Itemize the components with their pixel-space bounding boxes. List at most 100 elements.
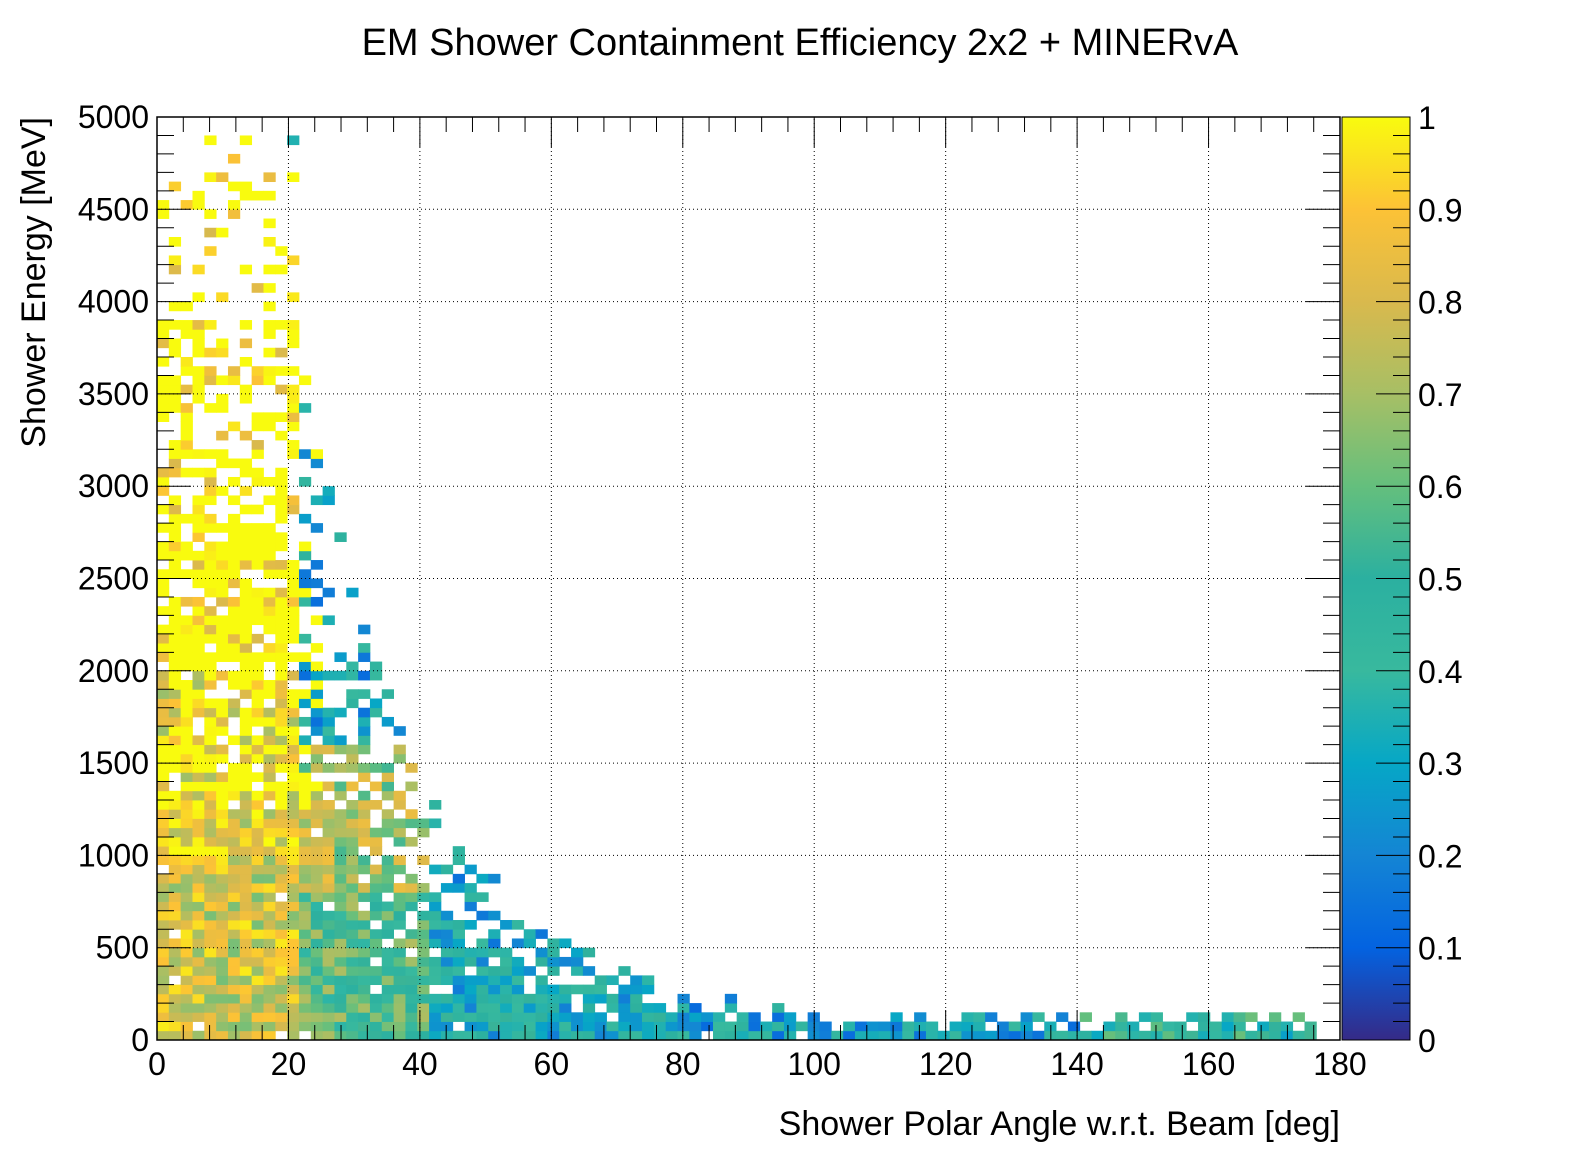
heatmap-cell [310,818,324,829]
heatmap-cell [440,1030,454,1041]
heatmap-cell [298,569,312,579]
heatmap-cell [204,790,217,801]
heatmap-cell [216,458,229,469]
heatmap-cell [369,707,383,718]
heatmap-cell [192,467,205,478]
heatmap-cell [334,883,347,893]
heatmap-cell [157,680,170,690]
heatmap-cell [381,809,394,819]
heatmap-cell [227,883,241,893]
heatmap-cell [180,200,193,210]
heatmap-cell [1150,1021,1163,1032]
heatmap-cell [180,689,193,699]
heatmap-cell [227,366,241,376]
heatmap-cell [334,763,347,773]
heatmap-cell [298,550,312,561]
heatmap-cell [310,643,324,653]
heatmap-cell [701,1021,714,1032]
heatmap-cell [393,726,406,736]
heatmap-cell [204,615,217,626]
heatmap-cell [985,1012,998,1022]
heatmap-cell [204,938,217,949]
heatmap-cell [180,753,193,764]
heatmap-cells [157,135,1317,1041]
heatmap-cell [393,744,406,755]
x-tick-label: 80 [665,1046,701,1082]
heatmap-cell [464,1012,477,1022]
heatmap-cell [168,993,182,1004]
heatmap-cell [310,1030,324,1041]
heatmap-cell [535,993,548,1004]
heatmap-cell [322,818,335,829]
heatmap-cell [346,827,359,838]
heatmap-cell [216,698,229,709]
heatmap-cell [239,873,253,884]
heatmap-cell [653,1030,667,1041]
heatmap-cell [157,578,170,589]
heatmap-cell [239,356,253,367]
colorbar-tick-label: 0.3 [1418,746,1462,782]
heatmap-cell [263,836,276,847]
heatmap-cell [251,1030,264,1041]
heatmap-cell [358,827,371,838]
heatmap-cell [168,495,182,506]
heatmap-cell [381,864,394,875]
heatmap-cell [476,984,489,995]
y-tick-label: 2500 [78,561,149,597]
heatmap-cell [180,864,193,875]
heatmap-cell [381,855,394,866]
heatmap-cell [452,1030,465,1041]
heatmap-cell [263,846,276,856]
heatmap-cell [287,633,300,644]
heatmap-cell [180,440,193,450]
heatmap-cell [192,366,205,376]
heatmap-cell [204,809,217,819]
heatmap-cell [251,827,264,838]
heatmap-cell [606,1030,619,1041]
heatmap-cell [168,966,182,976]
heatmap-cell [298,790,312,801]
heatmap-cell [535,947,548,958]
heatmap-cell [239,772,253,782]
heatmap-cell [298,855,312,866]
heatmap-cell [334,892,347,902]
heatmap-cell [1162,1021,1175,1032]
heatmap-cell [902,1021,915,1032]
heatmap-cell [310,670,324,681]
heatmap-cell [275,596,288,607]
heatmap-cell [476,873,489,884]
heatmap-cell [310,458,324,469]
heatmap-cell [204,726,217,736]
heatmap-cell [168,264,182,275]
heatmap-cell [157,753,170,764]
heatmap-cell [405,929,418,939]
heatmap-cell [310,615,324,626]
heatmap-cell [630,1030,643,1041]
heatmap-cell [287,569,300,579]
heatmap-cell [168,680,182,690]
y-tick-label: 3000 [78,468,149,504]
heatmap-cell [464,883,477,893]
heatmap-cell [1269,1012,1282,1022]
heatmap-cell [322,587,335,598]
heatmap-cell [381,827,394,838]
heatmap-cell [263,716,276,727]
heatmap-cell [263,1012,276,1022]
heatmap-cell [358,966,371,976]
heatmap-cell [239,929,253,939]
heatmap-cell [547,984,560,995]
heatmap-cell [204,855,217,866]
heatmap-cell [275,873,288,884]
heatmap-cell [192,1003,205,1013]
heatmap-cell [239,883,253,893]
heatmap-cell [180,892,193,902]
heatmap-cell [263,495,276,506]
heatmap-cell [535,1012,548,1022]
heatmap-cell [582,947,596,958]
heatmap-cell [1067,1030,1081,1041]
heatmap-cell [216,615,229,626]
heatmap-cell [582,1021,596,1032]
heatmap-cell [949,1030,962,1041]
heatmap-cell [298,449,312,459]
heatmap-cell [369,1012,383,1022]
